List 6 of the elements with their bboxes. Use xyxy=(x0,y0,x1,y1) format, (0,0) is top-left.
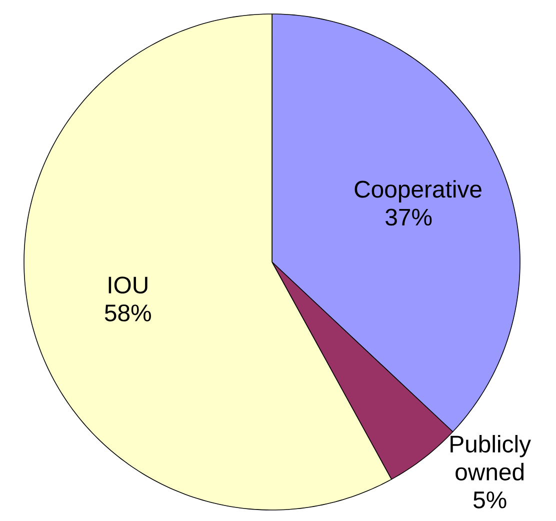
data-label: 5% xyxy=(474,492,506,508)
slice-label: Publicly owned xyxy=(450,435,531,480)
data-label: 37% xyxy=(386,208,432,226)
slice-label: Cooperative xyxy=(354,180,482,202)
slice-label: IOU xyxy=(108,276,148,294)
data-label: 58% xyxy=(104,304,151,322)
